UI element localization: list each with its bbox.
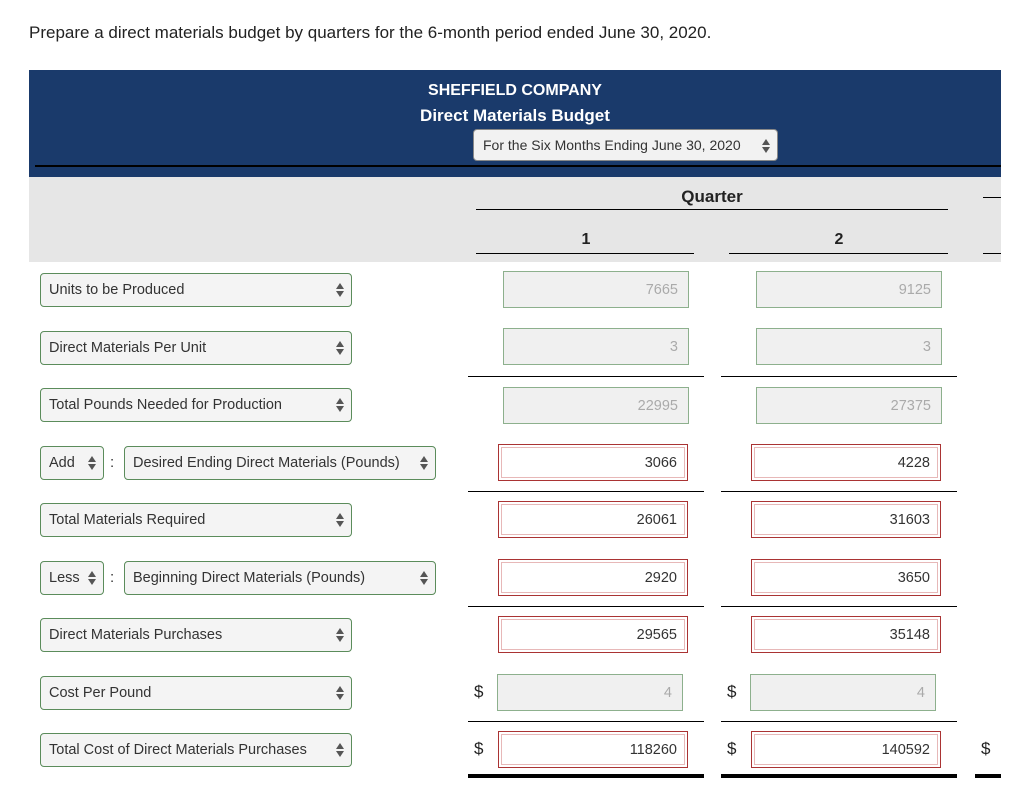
q2-value-field: 27375 (756, 387, 942, 424)
colon-separator: : (110, 454, 115, 471)
q2-entry-field[interactable]: 4228 (751, 444, 941, 481)
row-label: Total Pounds Needed for Production (49, 397, 282, 413)
subtotal-rule (721, 721, 957, 722)
subtotal-rule (468, 606, 704, 607)
quarter-rule (476, 209, 948, 210)
currency-sign: $ (727, 739, 737, 758)
row-label: Beginning Direct Materials (Pounds) (133, 570, 366, 586)
q1-entry-field[interactable]: 29565 (498, 616, 688, 653)
column-header-band (29, 177, 1001, 262)
subtotal-rule (721, 491, 957, 492)
q1-value-field: 7665 (503, 271, 689, 308)
row-label-select[interactable]: Units to be Produced (40, 273, 352, 307)
row-label: Desired Ending Direct Materials (Pounds) (133, 455, 400, 471)
q1-value-field: 3 (503, 328, 689, 365)
q1-heading-rule (476, 253, 694, 254)
row-label-select[interactable]: Desired Ending Direct Materials (Pounds) (124, 446, 436, 480)
total-heading-rule (983, 253, 1001, 254)
row-label: Direct Materials Per Unit (49, 340, 207, 356)
select-arrows-icon (336, 340, 344, 356)
row-prefix: Less (49, 570, 80, 586)
instruction-text: Prepare a direct materials budget by qua… (29, 23, 712, 42)
row-label-select[interactable]: Direct Materials Purchases (40, 618, 352, 652)
add-select[interactable]: Add (40, 446, 104, 480)
row-label-select[interactable]: Total Cost of Direct Materials Purchases (40, 733, 352, 767)
quarter-heading: Quarter (681, 187, 743, 206)
period-select[interactable]: For the Six Months Ending June 30, 2020 (473, 129, 778, 161)
select-arrows-icon (762, 138, 770, 154)
q2-entry-field[interactable]: 31603 (751, 501, 941, 538)
subtotal-rule (721, 376, 957, 377)
select-arrows-icon (336, 685, 344, 701)
total-double-rule (468, 774, 704, 778)
row-label: Cost Per Pound (49, 685, 152, 701)
colon-separator: : (110, 569, 115, 586)
q2-heading-rule (729, 253, 948, 254)
budget-title: Direct Materials Budget (420, 106, 610, 125)
less-select[interactable]: Less (40, 561, 104, 595)
select-arrows-icon (88, 455, 96, 471)
q2-entry-field[interactable]: 35148 (751, 616, 941, 653)
row-label: Direct Materials Purchases (49, 627, 223, 643)
q2-entry-field[interactable]: 140592 (751, 731, 941, 768)
total-rule-top (983, 197, 1001, 198)
subtotal-rule (721, 606, 957, 607)
total-double-rule (975, 774, 1001, 778)
q1-value-field: 4 (497, 674, 683, 711)
select-arrows-icon (336, 742, 344, 758)
q1-value-field: 22995 (503, 387, 689, 424)
select-arrows-icon (336, 627, 344, 643)
select-arrows-icon (420, 570, 428, 586)
select-arrows-icon (420, 455, 428, 471)
select-arrows-icon (336, 282, 344, 298)
q2-entry-field[interactable]: 3650 (751, 559, 941, 596)
subtotal-rule (468, 376, 704, 377)
currency-sign: $ (474, 682, 484, 701)
budget-header: SHEFFIELD COMPANY Direct Materials Budge… (29, 70, 1001, 177)
quarter-2-heading: 2 (834, 231, 844, 248)
q2-value-field: 9125 (756, 271, 942, 308)
row-label: Units to be Produced (49, 282, 185, 298)
header-rule (35, 165, 1001, 167)
q2-value-field: 3 (756, 328, 942, 365)
quarter-1-heading: 1 (581, 231, 591, 248)
q1-entry-field[interactable]: 2920 (498, 559, 688, 596)
period-select-value: For the Six Months Ending June 30, 2020 (483, 137, 741, 153)
q1-entry-field[interactable]: 3066 (498, 444, 688, 481)
q2-value-field: 4 (750, 674, 936, 711)
select-arrows-icon (88, 570, 96, 586)
q1-entry-field[interactable]: 118260 (498, 731, 688, 768)
select-arrows-icon (336, 397, 344, 413)
currency-sign: $ (727, 682, 737, 701)
currency-sign: $ (981, 739, 991, 758)
row-label: Total Materials Required (49, 512, 206, 528)
subtotal-rule (468, 721, 704, 722)
q1-entry-field[interactable]: 26061 (498, 501, 688, 538)
company-name: SHEFFIELD COMPANY (428, 82, 602, 99)
row-label-select[interactable]: Total Materials Required (40, 503, 352, 537)
row-prefix: Add (49, 455, 75, 471)
currency-sign: $ (474, 739, 484, 758)
total-double-rule (721, 774, 957, 778)
subtotal-rule (468, 491, 704, 492)
row-label-select[interactable]: Cost Per Pound (40, 676, 352, 710)
row-label-select[interactable]: Beginning Direct Materials (Pounds) (124, 561, 436, 595)
row-label-select[interactable]: Direct Materials Per Unit (40, 331, 352, 365)
select-arrows-icon (336, 512, 344, 528)
row-label: Total Cost of Direct Materials Purchases (49, 742, 307, 758)
row-label-select[interactable]: Total Pounds Needed for Production (40, 388, 352, 422)
